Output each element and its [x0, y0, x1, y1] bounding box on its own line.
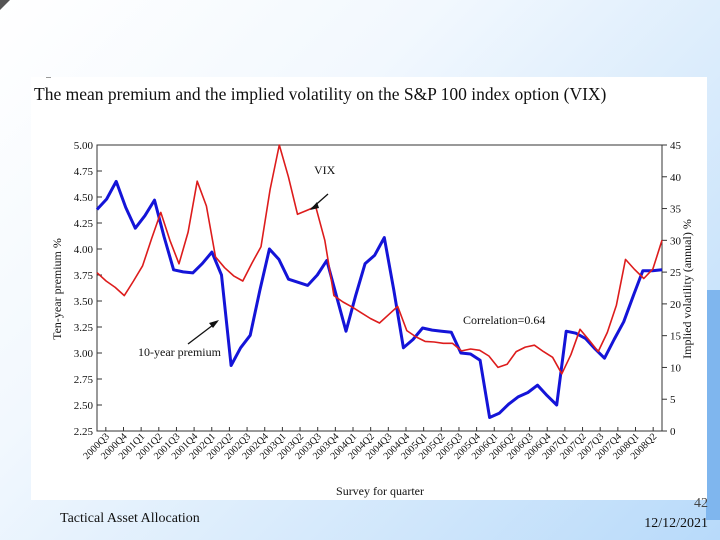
- series-line: [96, 144, 663, 375]
- right-edge-decoration: [706, 290, 720, 520]
- y2-tick-label: 30: [670, 235, 682, 247]
- slide-number: 42: [694, 496, 708, 511]
- y-tick-label: 3.50: [74, 296, 94, 308]
- chart-title: The mean premium and the implied volatil…: [34, 84, 607, 104]
- y-tick-label: 4.25: [74, 218, 94, 230]
- chart-panel: The mean premium and the implied volatil…: [31, 77, 707, 500]
- chart: The mean premium and the implied volatil…: [34, 77, 694, 498]
- right-axis: 45 40 35 30 25 20 15 10 5 0: [662, 140, 682, 438]
- y-axis-label: Ten-year premium %: [50, 238, 64, 340]
- y2-tick-label: 20: [670, 299, 682, 311]
- y-tick-label: 3.00: [74, 348, 94, 360]
- y2-tick-label: 0: [670, 426, 676, 438]
- y-tick-label: 3.25: [74, 322, 94, 334]
- y2-axis-label: Implied volatility (annual) %: [680, 219, 694, 359]
- y-tick-label: 5.00: [74, 140, 94, 152]
- slide-corner-mark: [0, 0, 14, 14]
- series-layer: [95, 144, 663, 419]
- series-vix: [96, 144, 663, 375]
- annotation-premium: 10-year premium: [138, 345, 222, 359]
- series-premium: [95, 179, 663, 419]
- y-tick-label: 3.75: [74, 270, 94, 282]
- x-axis-label: Survey for quarter: [336, 484, 424, 498]
- annotation-correlation: Correlation=0.64: [463, 313, 545, 327]
- y2-tick-label: 10: [670, 362, 682, 374]
- y-tick-label: 4.75: [74, 166, 94, 178]
- series-line: [95, 179, 663, 419]
- y2-tick-label: 40: [670, 172, 682, 184]
- y2-tick-label: 5: [670, 394, 676, 406]
- footer-left-text: Tactical Asset Allocation: [60, 511, 200, 526]
- plot-frame: [96, 144, 663, 432]
- left-axis: 5.00 4.75 4.50 4.25 4.00 3.75 3.50 3.25 3.00 2.75…: [74, 140, 102, 438]
- y-tick-label: 2.75: [74, 374, 94, 386]
- y2-tick-label: 15: [670, 331, 682, 343]
- y2-tick-label: 45: [670, 140, 682, 152]
- annotation-vix-arrowhead: [310, 202, 319, 210]
- y-tick-label: 4.50: [74, 192, 94, 204]
- x-axis: 2000Q32000Q42001Q12001Q22001Q32001Q42002…: [81, 427, 659, 462]
- y2-tick-label: 35: [670, 204, 682, 216]
- annotation-vix: VIX: [314, 163, 336, 177]
- footer-date: 12/12/2021: [644, 516, 708, 531]
- y-tick-label: 2.25: [74, 426, 94, 438]
- y2-tick-label: 25: [670, 267, 682, 279]
- annotation-premium-arrowhead: [209, 320, 219, 328]
- y-tick-label: 4.00: [74, 244, 94, 256]
- y-tick-label: 2.50: [74, 400, 94, 412]
